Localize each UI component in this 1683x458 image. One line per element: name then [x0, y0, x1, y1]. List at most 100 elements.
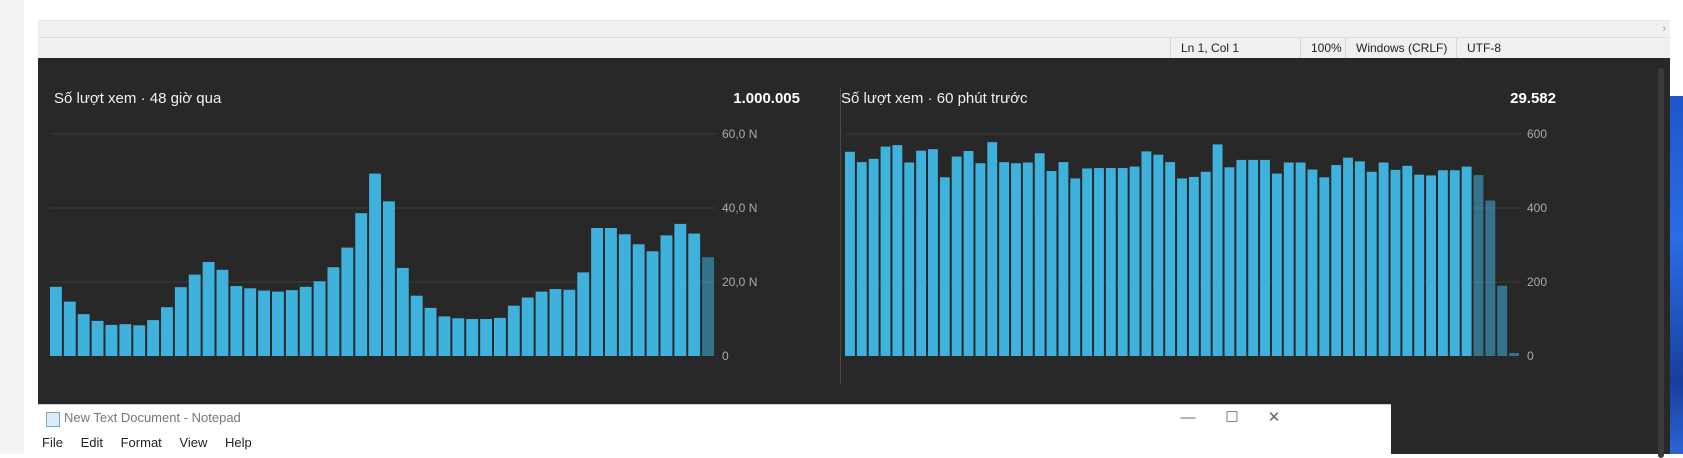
chart-bar[interactable]	[1070, 178, 1081, 356]
chart-bar[interactable]	[928, 149, 938, 356]
horizontal-scrollbar[interactable]: ›	[38, 20, 1670, 38]
menu-file[interactable]: File	[42, 435, 63, 450]
chart-bar[interactable]	[1331, 165, 1342, 356]
chart-bar[interactable]	[1402, 165, 1413, 356]
chart-bar[interactable]	[1473, 175, 1484, 356]
chart-bar[interactable]	[507, 305, 520, 356]
chart-bar[interactable]	[702, 257, 715, 356]
menu-format[interactable]: Format	[120, 435, 162, 450]
chart-bar[interactable]	[480, 319, 493, 356]
chart-bar[interactable]	[1105, 168, 1116, 356]
menu-help[interactable]: Help	[224, 435, 252, 450]
chart-bar[interactable]	[161, 307, 173, 356]
chart-bar[interactable]	[174, 287, 187, 356]
chart-bar[interactable]	[1094, 168, 1104, 356]
chart-bar[interactable]	[119, 324, 132, 356]
chart-bar[interactable]	[244, 288, 257, 356]
chart-bar[interactable]	[494, 317, 506, 356]
chart-bar[interactable]	[147, 320, 160, 356]
chart-bar[interactable]	[1343, 157, 1353, 356]
chart-bar[interactable]	[1141, 151, 1152, 356]
chart-bar[interactable]	[1212, 144, 1223, 356]
chart-bar[interactable]	[327, 267, 340, 356]
chart-bar[interactable]	[1022, 162, 1033, 356]
menu-edit[interactable]: Edit	[80, 435, 103, 450]
chart-bar[interactable]	[1437, 170, 1448, 356]
chart-bar[interactable]	[939, 177, 950, 356]
chart-bar[interactable]	[975, 163, 986, 356]
menu-view[interactable]: View	[179, 435, 208, 450]
chart-bar[interactable]	[1461, 166, 1472, 356]
vertical-scrollbar[interactable]	[1658, 68, 1664, 458]
chart-bar[interactable]	[50, 286, 62, 356]
chart-bar[interactable]	[272, 291, 284, 356]
chart-bar[interactable]	[1129, 166, 1140, 356]
chart-bar[interactable]	[285, 290, 298, 356]
chart-bar[interactable]	[369, 173, 382, 356]
chart-bar[interactable]	[1034, 153, 1045, 356]
chart-bar[interactable]	[688, 233, 701, 356]
chart-bar[interactable]	[188, 274, 201, 356]
chart-bar[interactable]	[466, 319, 479, 356]
chart-bar[interactable]	[868, 158, 879, 356]
chart-bar[interactable]	[341, 247, 354, 356]
chart-bar[interactable]	[299, 286, 312, 356]
chart-bar[interactable]	[1188, 176, 1199, 356]
chart-bar[interactable]	[916, 150, 927, 356]
chart-bar[interactable]	[1414, 174, 1425, 356]
chart-bar[interactable]	[258, 290, 271, 356]
chart-bar[interactable]	[1236, 159, 1247, 356]
chart-bar[interactable]	[438, 316, 451, 356]
chart-bar[interactable]	[216, 269, 229, 356]
chart-bar[interactable]	[202, 262, 215, 356]
chart-bar[interactable]	[1271, 173, 1282, 356]
chart-bar[interactable]	[999, 162, 1010, 356]
chart-bar[interactable]	[1283, 162, 1294, 356]
chart-bar[interactable]	[1449, 170, 1460, 356]
chart-bar[interactable]	[1153, 154, 1164, 356]
chart-bar[interactable]	[1319, 177, 1330, 356]
chart-bar[interactable]	[424, 307, 437, 356]
chart-bar[interactable]	[91, 320, 104, 356]
chart-bar[interactable]	[892, 145, 903, 356]
chart-bar[interactable]	[674, 223, 687, 356]
chart-bar[interactable]	[1082, 168, 1093, 356]
chart-bar[interactable]	[1260, 159, 1270, 356]
chart-bar[interactable]	[1485, 200, 1496, 356]
chart-bar[interactable]	[1177, 178, 1187, 356]
chart-bar[interactable]	[856, 162, 867, 356]
chart-bar[interactable]	[1366, 171, 1377, 356]
chart-bar[interactable]	[452, 318, 465, 356]
chart-bar[interactable]	[1046, 171, 1057, 356]
chart-bar[interactable]	[632, 244, 645, 356]
chart-bar[interactable]	[1165, 162, 1176, 356]
chart-bar[interactable]	[951, 156, 962, 356]
chart-bar[interactable]	[1058, 162, 1069, 356]
chart-bar[interactable]	[313, 281, 326, 356]
chart-bar[interactable]	[133, 325, 146, 356]
chart-bar[interactable]	[1307, 169, 1318, 356]
chart-bar[interactable]	[904, 162, 915, 356]
close-button[interactable]: ✕	[1267, 409, 1281, 426]
chart-bar[interactable]	[605, 227, 617, 356]
chart-bar[interactable]	[383, 201, 395, 356]
chart-bar[interactable]	[963, 151, 974, 356]
chart-bar[interactable]	[660, 235, 673, 356]
chart-bar[interactable]	[1295, 162, 1306, 356]
chart-bar[interactable]	[410, 295, 423, 356]
chart-bar[interactable]	[563, 289, 576, 356]
chart-bar[interactable]	[987, 142, 998, 356]
chart-bar[interactable]	[355, 213, 368, 356]
chart-bar[interactable]	[1378, 162, 1389, 356]
chart-bar[interactable]	[1426, 175, 1436, 356]
chart-bar[interactable]	[618, 234, 631, 356]
chart-bar[interactable]	[1390, 169, 1401, 356]
chart-bar[interactable]	[1011, 163, 1021, 356]
chart-bar[interactable]	[535, 291, 548, 356]
chart-bar[interactable]	[549, 289, 562, 356]
chart-bar[interactable]	[77, 314, 90, 356]
maximize-button[interactable]: ☐	[1225, 409, 1239, 426]
chart-bar[interactable]	[591, 227, 604, 356]
chart-bar[interactable]	[646, 251, 659, 356]
chart-bar[interactable]	[1509, 353, 1519, 356]
